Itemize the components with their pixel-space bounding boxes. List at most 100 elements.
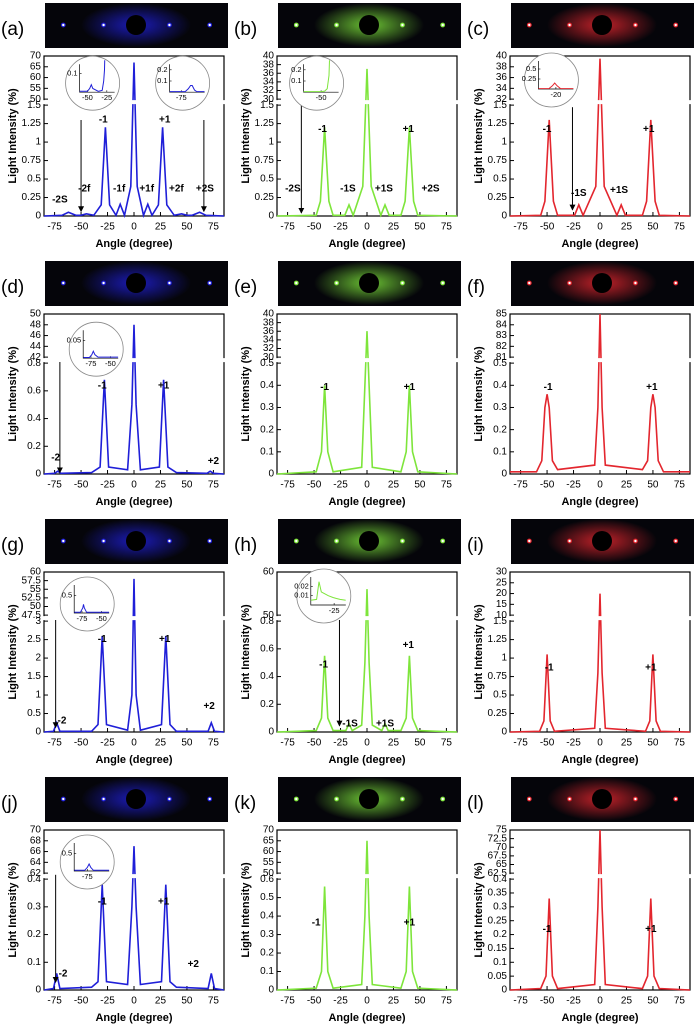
x-tick-label: 75 bbox=[674, 738, 686, 749]
x-tick-label: -50 bbox=[540, 480, 555, 491]
curve bbox=[276, 331, 458, 475]
y-tick-label: 0.4 bbox=[493, 874, 507, 885]
y-tick-label: 36 bbox=[263, 326, 275, 337]
inset-circle bbox=[155, 55, 211, 111]
y-tick-label: 1 bbox=[35, 690, 41, 701]
photo-spot bbox=[526, 22, 532, 28]
peak-label: +1 bbox=[645, 663, 657, 674]
axis-break bbox=[508, 358, 692, 363]
inset-axes bbox=[169, 64, 205, 93]
x-tick-label: 0 bbox=[131, 480, 137, 491]
y-tick-label: 0 bbox=[35, 211, 41, 222]
x-tick-label: 50 bbox=[181, 480, 193, 491]
axis-break bbox=[42, 358, 226, 363]
y-tick-label: 50 bbox=[30, 94, 42, 105]
photo-block bbox=[592, 273, 612, 293]
y-tick-label: 30 bbox=[496, 567, 508, 578]
photo-spot bbox=[293, 22, 299, 28]
y-tick-label: 50 bbox=[30, 309, 42, 320]
photo-spot bbox=[293, 796, 299, 802]
peak-label: -2 bbox=[51, 453, 60, 464]
y-tick-label: 0.5 bbox=[493, 358, 507, 369]
x-tick-label: 25 bbox=[155, 222, 167, 233]
inset-y-tick-label: 0.02 bbox=[294, 581, 309, 590]
y-tick-label: 0.6 bbox=[260, 643, 274, 654]
y-axis-label: Light Intensity (%) bbox=[473, 88, 485, 184]
x-tick-label: 50 bbox=[181, 996, 193, 1007]
peak-label: +2 bbox=[203, 701, 215, 712]
y-tick-label: 1.5 bbox=[493, 616, 507, 627]
photo-spot bbox=[526, 280, 532, 286]
y-tick-label: 42 bbox=[30, 352, 42, 363]
photo-spot bbox=[567, 22, 572, 28]
inset-axes bbox=[73, 585, 110, 614]
x-tick-label: 0 bbox=[364, 996, 370, 1007]
photo-spot bbox=[60, 538, 66, 544]
x-axis-label: Angle (degree) bbox=[561, 496, 638, 508]
y-tick-label: 40 bbox=[263, 51, 275, 62]
x-axis-label: Angle (degree) bbox=[328, 496, 405, 508]
photo-spot bbox=[440, 796, 446, 802]
peak-label: +1S bbox=[375, 183, 393, 194]
y-tick-label: 1.25 bbox=[488, 118, 508, 129]
x-tick-label: -50 bbox=[540, 222, 555, 233]
y-tick-label: 0 bbox=[268, 985, 274, 996]
x-tick-label: -50 bbox=[74, 222, 89, 233]
axis-break bbox=[42, 616, 226, 621]
y-tick-label: 65 bbox=[263, 835, 275, 846]
x-tick-label: 50 bbox=[414, 222, 426, 233]
y-tick-label: 0.2 bbox=[260, 948, 274, 959]
y-tick-label: 50 bbox=[263, 610, 275, 621]
y-axis-label: Light Intensity (%) bbox=[473, 862, 485, 958]
y-tick-label: 60 bbox=[30, 567, 42, 578]
photo-spot bbox=[633, 280, 638, 286]
y-tick-label: 0 bbox=[35, 469, 41, 480]
y-tick-label: 44 bbox=[30, 341, 42, 352]
y-axis-label: Light Intensity (%) bbox=[7, 88, 19, 184]
x-tick-label: 25 bbox=[388, 996, 400, 1007]
photo-block bbox=[126, 789, 146, 809]
x-tick-label: -25 bbox=[566, 996, 581, 1007]
photo-block bbox=[592, 789, 612, 809]
x-tick-label: -50 bbox=[307, 738, 322, 749]
inset-curve bbox=[74, 604, 110, 613]
x-axis-label: Angle (degree) bbox=[328, 1012, 405, 1024]
inset-x-tick-label: -20 bbox=[550, 90, 561, 99]
photo-spot bbox=[673, 280, 679, 286]
peak-label: +2S bbox=[421, 183, 439, 194]
x-tick-label: -25 bbox=[100, 738, 115, 749]
y-tick-label: 1.25 bbox=[488, 634, 508, 645]
peak-label: -1 bbox=[98, 897, 107, 908]
y-tick-label: 70 bbox=[263, 825, 275, 836]
y-tick-label: 62.5 bbox=[488, 868, 508, 879]
y-tick-label: 0.35 bbox=[488, 888, 508, 899]
photo-spot bbox=[167, 796, 172, 802]
y-tick-label: 0 bbox=[268, 211, 274, 222]
curve bbox=[509, 829, 691, 991]
photo-block bbox=[126, 531, 146, 551]
x-tick-label: 50 bbox=[647, 996, 659, 1007]
x-tick-label: -75 bbox=[47, 222, 62, 233]
x-tick-label: -25 bbox=[333, 222, 348, 233]
peak-label: -1S bbox=[342, 719, 358, 730]
panel-label: (f) bbox=[467, 277, 485, 298]
photo-spot bbox=[673, 796, 679, 802]
photo-spot bbox=[526, 796, 532, 802]
inset-x-tick-label: -25 bbox=[329, 606, 340, 615]
x-tick-label: 50 bbox=[647, 480, 659, 491]
panel-label: (i) bbox=[467, 535, 484, 556]
curve bbox=[43, 62, 225, 219]
x-tick-label: -75 bbox=[280, 738, 295, 749]
x-tick-label: -75 bbox=[47, 996, 62, 1007]
photo-spot bbox=[440, 280, 446, 286]
y-tick-label: 10 bbox=[496, 610, 508, 621]
y-tick-label: 0.3 bbox=[260, 929, 274, 940]
y-tick-label: 0.4 bbox=[27, 874, 41, 885]
photo-block bbox=[592, 15, 612, 35]
y-tick-label: 2 bbox=[35, 653, 41, 664]
peak-label: -1 bbox=[98, 381, 107, 392]
x-tick-label: -75 bbox=[47, 738, 62, 749]
peak-label: -1 bbox=[312, 917, 321, 928]
y-tick-label: 32 bbox=[263, 343, 275, 354]
panel-label: (k) bbox=[234, 793, 256, 814]
